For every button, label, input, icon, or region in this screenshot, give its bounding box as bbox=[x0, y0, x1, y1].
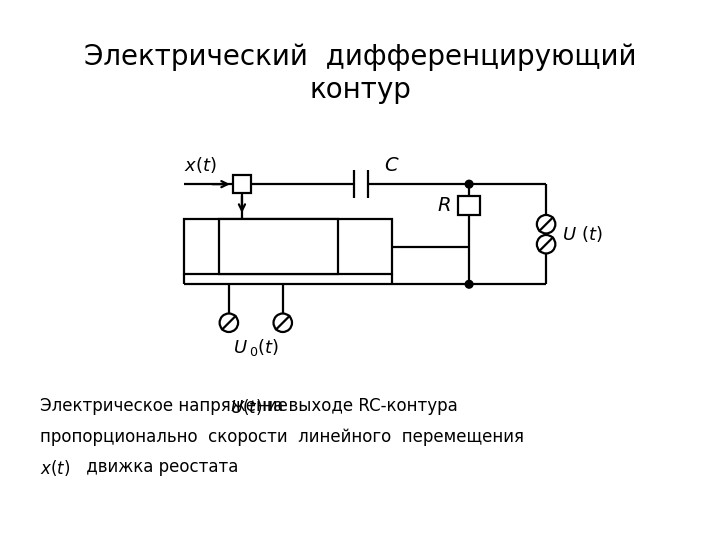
Text: $U\,_0(t)$: $U\,_0(t)$ bbox=[233, 336, 279, 357]
Circle shape bbox=[537, 215, 555, 233]
Bar bbox=[184, 219, 392, 274]
Text: Электрическое напряжение: Электрическое напряжение bbox=[40, 397, 293, 415]
Text: $C$: $C$ bbox=[384, 156, 400, 175]
Text: пропорционально  скорости  линейного  перемещения: пропорционально скорости линейного перем… bbox=[40, 428, 523, 445]
Circle shape bbox=[465, 180, 473, 188]
Text: $R$: $R$ bbox=[437, 196, 451, 215]
Text: $x(t)$: $x(t)$ bbox=[184, 155, 217, 175]
Bar bbox=[233, 175, 251, 193]
Bar bbox=[459, 195, 480, 215]
Circle shape bbox=[465, 280, 473, 288]
Text: $U\ (t)$: $U\ (t)$ bbox=[562, 224, 602, 244]
Circle shape bbox=[220, 314, 238, 332]
Circle shape bbox=[274, 314, 292, 332]
Text: на выходе RC-контура: на выходе RC-контура bbox=[257, 397, 458, 415]
Text: $U(t)$: $U(t)$ bbox=[230, 397, 263, 417]
Text: движка реостата: движка реостата bbox=[81, 458, 238, 476]
Circle shape bbox=[537, 235, 555, 253]
Text: Электрический  дифференцирующий
контур: Электрический дифференцирующий контур bbox=[84, 43, 636, 104]
Text: $x(t)$: $x(t)$ bbox=[40, 458, 70, 478]
Bar bbox=[219, 219, 338, 274]
